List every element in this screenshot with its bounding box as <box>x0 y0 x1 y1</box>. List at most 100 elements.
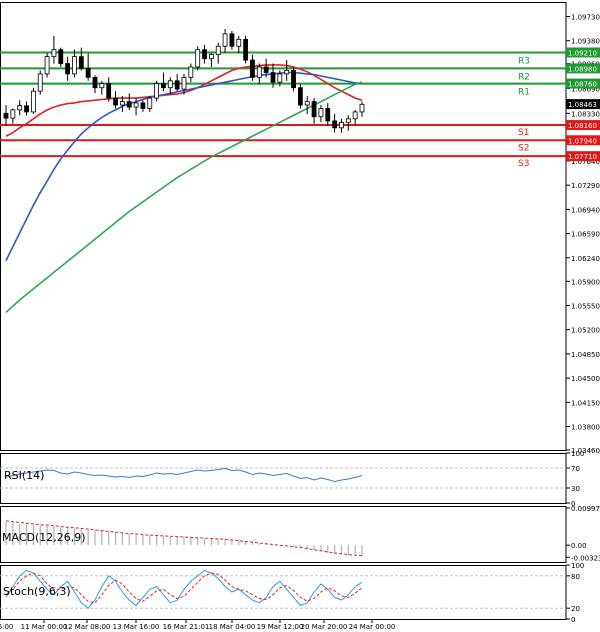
candle <box>30 87 36 114</box>
level-label-r2: R2 <box>518 72 530 82</box>
bear-candle-body <box>126 101 132 108</box>
indicator-tick-label: 20 <box>571 605 580 613</box>
bull-candle-body <box>208 54 214 60</box>
indicator-tick-label: 0.00 <box>571 542 587 550</box>
bull-candle-body <box>119 101 125 106</box>
bear-candle-body <box>65 63 71 75</box>
candle <box>126 93 132 110</box>
indicator-tick-label: 0 <box>571 616 575 624</box>
candle <box>44 53 50 78</box>
bear-candle-body <box>24 105 29 113</box>
candle <box>345 115 351 131</box>
level-price-label: 1.07940 <box>568 137 597 145</box>
bear-candle-body <box>78 56 84 69</box>
rsi-label: RSI(14) <box>4 469 44 482</box>
level-price-box <box>566 135 600 146</box>
candle <box>3 105 9 126</box>
bull-candle-body <box>359 103 365 113</box>
bull-candle-body <box>133 102 139 108</box>
bear-candle-body <box>229 33 235 47</box>
candle <box>222 28 228 54</box>
level-price-label: 1.08760 <box>568 81 597 89</box>
bull-candle-body <box>30 90 36 113</box>
bull-candle-body <box>236 38 242 47</box>
level-price-label: 1.07710 <box>568 153 597 161</box>
bull-candle-body <box>256 66 262 78</box>
moving-average-line <box>5 81 363 313</box>
candle <box>181 73 187 95</box>
x-tick-label: 24 Mar 00:00 <box>349 623 396 631</box>
bear-candle-body <box>243 38 249 61</box>
candle <box>167 77 173 95</box>
candle <box>297 84 303 109</box>
candle <box>99 80 105 95</box>
candle <box>243 35 249 64</box>
candle <box>256 63 262 85</box>
rsi-pane-frame <box>0 453 567 504</box>
y-tick-label: 1.03800 <box>571 423 600 431</box>
rsi-pane: 100 70 30 0 RSI(14) <box>0 450 584 508</box>
indicator-tick-label: 0 <box>571 500 575 508</box>
price-pane: 1.097301.093801.090501.086901.083301.079… <box>0 2 600 455</box>
bear-candle-body <box>250 59 255 78</box>
macd-label: MACD(12,26,9) <box>2 531 86 544</box>
level-price-box <box>566 78 600 89</box>
level-label-s3: S3 <box>518 159 529 169</box>
level-label-s1: S1 <box>518 128 529 138</box>
bull-candle-body <box>339 121 344 129</box>
candle <box>106 77 112 102</box>
rsi-line <box>5 467 363 483</box>
bear-candle-body <box>325 108 331 122</box>
indicator-tick-label: 100 <box>571 562 584 570</box>
y-tick-label: 1.06240 <box>571 255 600 263</box>
candle <box>65 56 71 81</box>
bull-candle-body <box>215 45 221 55</box>
candle <box>24 101 29 116</box>
bull-candle-body <box>318 108 324 118</box>
candle <box>325 102 331 126</box>
bear-candle-body <box>3 112 9 119</box>
candle <box>140 100 146 112</box>
x-tick-label: 19 Mar 12:00 <box>257 623 304 631</box>
candle <box>133 98 139 116</box>
x-tick-label: 13 Mar 16:00 <box>113 623 160 631</box>
level-price-box <box>566 63 600 74</box>
y-tick-label: 1.07640 <box>571 158 600 166</box>
bull-candle-body <box>352 111 358 120</box>
candle <box>10 108 16 124</box>
y-tick-label: 1.09380 <box>571 38 600 46</box>
bear-candle-body <box>270 72 276 83</box>
bull-candle-body <box>17 105 23 111</box>
candle <box>51 35 57 64</box>
bull-candle-body <box>181 76 187 90</box>
level-price-box <box>566 151 600 162</box>
x-tick-label: 16 Mar 21:01 <box>163 623 210 631</box>
bull-candle-body <box>10 109 16 119</box>
candle <box>250 54 255 81</box>
y-tick-label: 1.09730 <box>571 14 600 22</box>
bull-candle-body <box>195 49 201 68</box>
indicator-tick-label: 100 <box>571 450 584 458</box>
candle <box>113 91 118 109</box>
candle <box>270 63 276 88</box>
y-tick-label: 1.08330 <box>571 110 600 118</box>
bear-candle-body <box>113 97 118 106</box>
y-tick-label: 1.05550 <box>571 303 600 311</box>
level-price-box <box>566 120 600 131</box>
candle <box>229 31 235 50</box>
y-tick-label: 1.06590 <box>571 231 600 239</box>
level-label-s2: S2 <box>518 143 529 153</box>
candle <box>161 72 166 92</box>
bull-candle-body <box>72 56 77 75</box>
level-label-r3: R3 <box>518 56 530 66</box>
bull-candle-body <box>284 70 290 75</box>
bear-candle-body <box>161 83 166 89</box>
candle <box>304 96 310 114</box>
candle <box>318 105 324 123</box>
x-tick-label: 11 Mar 00:00 <box>21 623 68 631</box>
candle <box>311 98 317 124</box>
bear-candle-body <box>291 70 296 89</box>
candle <box>92 75 98 94</box>
bull-candle-body <box>277 73 283 83</box>
